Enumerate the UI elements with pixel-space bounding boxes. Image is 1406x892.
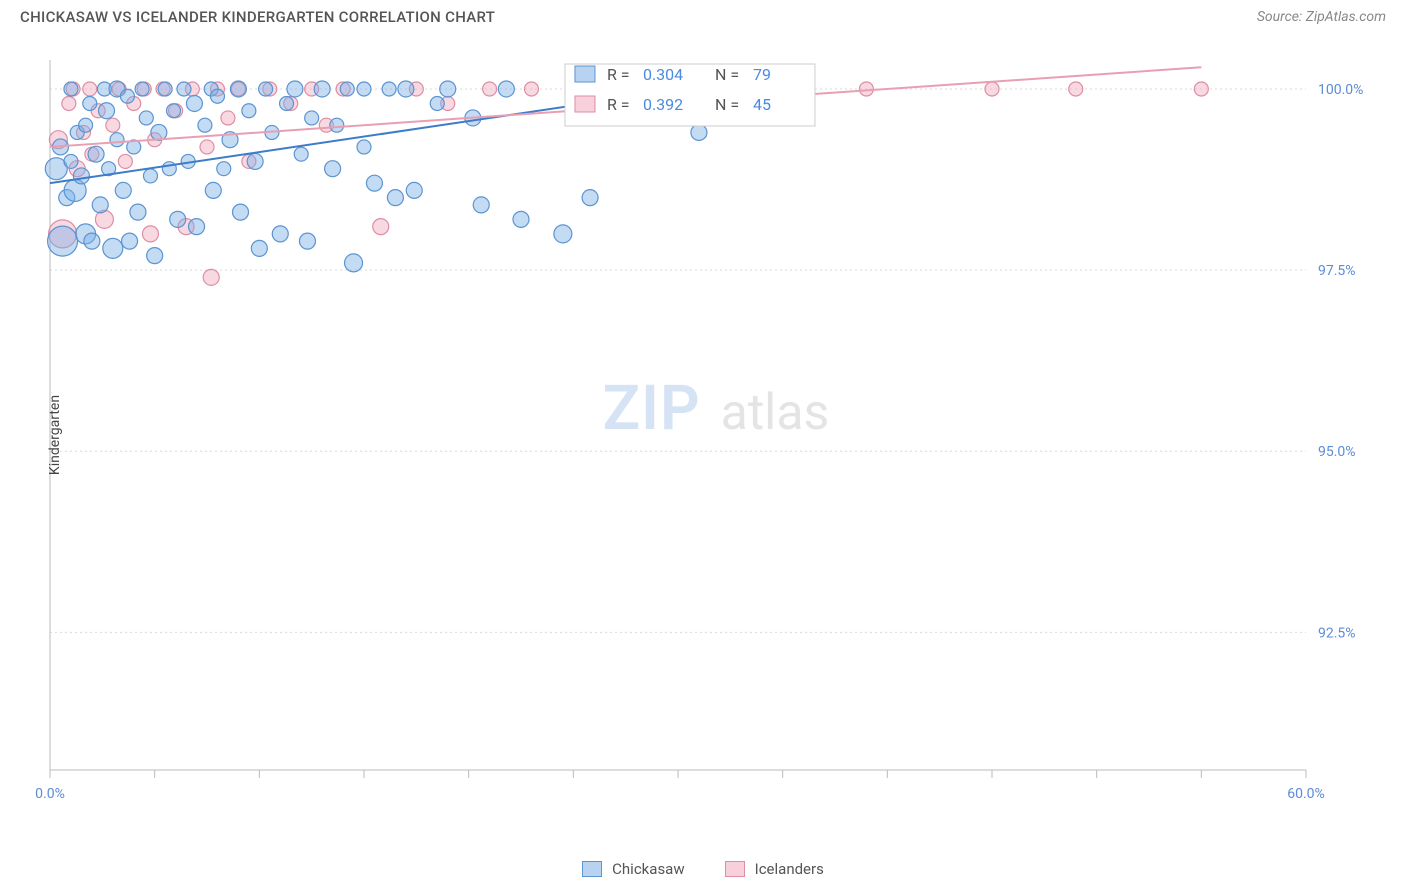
svg-text:0.304: 0.304: [643, 65, 683, 84]
svg-text:60.0%: 60.0%: [1287, 786, 1325, 802]
svg-text:0.392: 0.392: [643, 95, 683, 114]
svg-text:100.0%: 100.0%: [1318, 82, 1363, 98]
bottom-legend: Chickasaw Icelanders: [0, 852, 1406, 892]
chart-title: CHICKASAW VS ICELANDER KINDERGARTEN CORR…: [20, 8, 495, 26]
chart-header: CHICKASAW VS ICELANDER KINDERGARTEN CORR…: [0, 0, 1406, 32]
chart-source: Source: ZipAtlas.com: [1257, 9, 1386, 25]
svg-text:95.0%: 95.0%: [1318, 444, 1356, 460]
svg-text:97.5%: 97.5%: [1318, 263, 1356, 279]
legend-label-chickasaw: Chickasaw: [612, 860, 684, 878]
legend-swatch-blue: [582, 861, 602, 877]
svg-text:ZIP: ZIP: [603, 372, 701, 445]
svg-text:atlas: atlas: [721, 384, 830, 442]
svg-text:R =: R =: [607, 65, 630, 84]
svg-text:N =: N =: [715, 65, 739, 84]
svg-text:R =: R =: [607, 95, 630, 114]
y-axis-label: Kindergarten: [47, 395, 63, 475]
scatter-chart: 0.0% 60.0% 92.5% 95.0% 97.5% 100.0% ZIP atlas R …: [20, 40, 1386, 830]
legend-label-icelanders: Icelanders: [755, 860, 824, 878]
svg-text:45: 45: [753, 95, 771, 114]
svg-text:N =: N =: [715, 95, 739, 114]
legend-item-chickasaw: Chickasaw: [582, 860, 684, 878]
svg-text:79: 79: [753, 65, 771, 84]
svg-text:0.0%: 0.0%: [35, 786, 65, 802]
legend-item-icelanders: Icelanders: [725, 860, 824, 878]
legend-swatch-pink: [725, 861, 745, 877]
chart-area: Kindergarten 0.0% 60.0% 92.5% 95.0% 97.5% 100…: [20, 40, 1386, 830]
svg-text:92.5%: 92.5%: [1318, 625, 1356, 641]
